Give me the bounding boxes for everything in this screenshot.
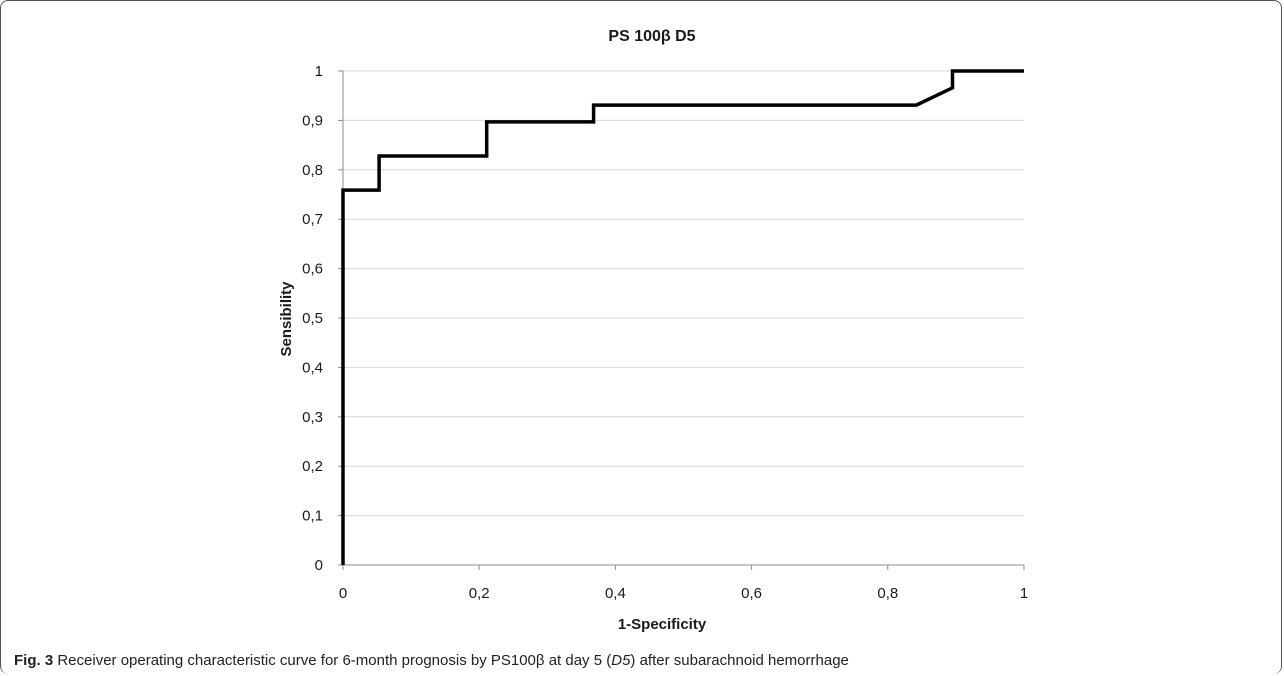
y-tick-label: 0,2 [302, 458, 323, 475]
x-tick-label: 0,2 [469, 585, 490, 602]
y-tick-label: 0,5 [302, 310, 323, 327]
y-tick-label: 0 [315, 557, 323, 574]
roc-curve [341, 69, 1024, 565]
tick-labels: 0 0,1 0,2 0,3 0,4 0,5 0,6 0,7 0,8 0,9 1 0 0,2 0,4 0,6 0… [302, 63, 1028, 602]
caption-text-1: Receiver operating characteristic curve … [53, 652, 612, 669]
caption-italic: D5 [611, 652, 631, 669]
y-tick-label: 0,9 [302, 112, 323, 129]
caption-label: Fig. 3 [14, 652, 54, 669]
figure-caption: Fig. 3 Receiver operating characteristic… [14, 652, 849, 669]
grid-lines [343, 70, 1024, 517]
y-axis-label: Sensibility [278, 281, 295, 357]
x-axis-label: 1-Specificity [618, 616, 707, 633]
y-tick-label: 0,4 [302, 359, 323, 376]
y-tick-label: 0,6 [302, 261, 323, 278]
x-tick-label: 0,8 [877, 585, 898, 602]
x-tick-label: 0 [339, 585, 347, 602]
caption-text-2: ) after subarachnoid hemorrhage [630, 652, 849, 669]
x-tick-label: 0,4 [605, 585, 626, 602]
y-tick-label: 1 [315, 63, 323, 80]
x-tick-label: 1 [1020, 585, 1028, 602]
axes [338, 70, 1025, 570]
chart-title: PS 100β D5 [608, 28, 695, 45]
roc-chart: PS 100β D5 0 0,1 0,2 0,3 0,4 0,5 0,6 0,7 0,8 0,9 1… [278, 28, 1028, 633]
y-tick-label: 0,8 [302, 162, 323, 179]
y-tick-label: 0,3 [302, 409, 323, 426]
series-layer [341, 69, 1024, 565]
x-tick-label: 0,6 [741, 585, 762, 602]
y-tick-label: 0,7 [302, 211, 323, 228]
y-tick-label: 0,1 [302, 508, 323, 525]
